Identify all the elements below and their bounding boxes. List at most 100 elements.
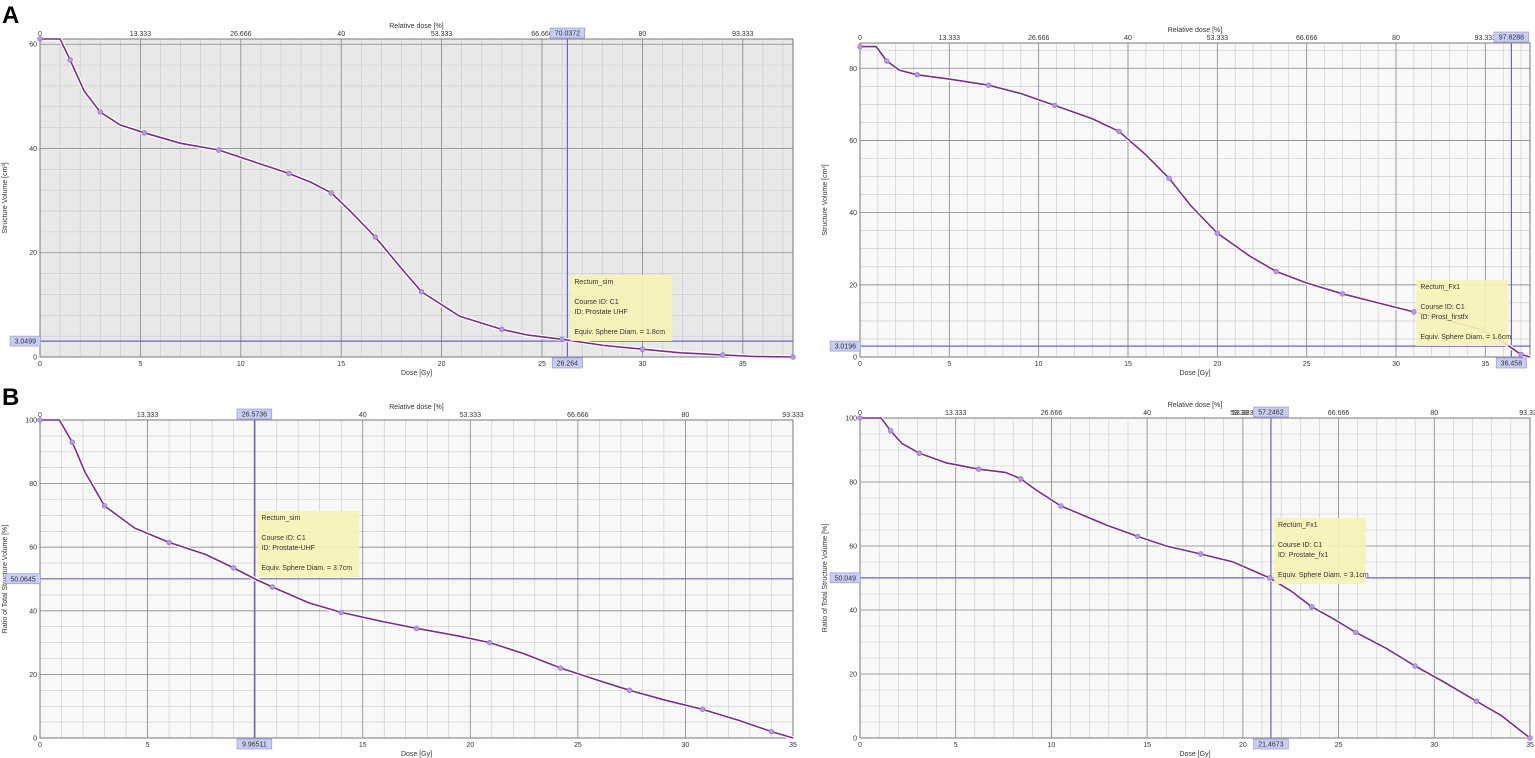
tooltip-line: Equiv. Sphere Diam. = 3.7cm <box>261 565 352 572</box>
x-tick-label: 0 <box>858 742 862 749</box>
cursor-tooltip: Rectum_Fx1 Course ID: C1 ID: Prostate_fx1… <box>1273 518 1369 584</box>
tooltip-line: ID: Prostate-UHF <box>261 545 315 552</box>
top-tick-label: 93.333 <box>1475 35 1497 42</box>
cursor-x-label: 36.458 <box>1501 361 1523 368</box>
dvh-point <box>1273 268 1279 275</box>
y-tick-label: 60 <box>849 138 857 145</box>
dvh-point <box>97 109 103 115</box>
x-tick-label: 5 <box>138 361 142 368</box>
dvh-point <box>559 336 565 342</box>
dvh-point <box>1518 351 1524 358</box>
top-tick-label: 80 <box>1430 410 1438 417</box>
dvh-point <box>286 170 292 177</box>
chart-1: 0 5 10 15 20 25 30 35 0 20 40 60 80 0 13.333 26.666 40 53… <box>822 27 1531 377</box>
cursor-x-label-bg <box>551 357 583 369</box>
y-tick-label: 40 <box>29 146 37 153</box>
dvh-point <box>699 706 706 713</box>
y-tick-label: 100 <box>845 416 857 423</box>
tooltip-line: ID: Prostate_fx1 <box>1278 552 1328 559</box>
cursor-y-label-bg <box>5 573 41 585</box>
y-tick-label: 80 <box>29 481 37 488</box>
dvh-point <box>887 428 894 434</box>
tooltip-line: Equiv. Sphere Diam. = 3.1cm <box>1278 572 1369 579</box>
plot-frame <box>859 42 1531 358</box>
top-tick-label: 80 <box>1392 35 1400 42</box>
x-tick-label: 0 <box>858 361 862 368</box>
dvh-point <box>1339 291 1346 297</box>
cursor-tooltip: Rectum_sim Course ID: C1 ID: Prostate-UHF… <box>257 511 360 577</box>
dvh-point <box>720 352 726 358</box>
dvh-point <box>884 58 890 64</box>
panel-letter-b: B <box>2 384 20 411</box>
top-tick-label: 93.333 <box>782 412 804 419</box>
top-tick-label: 0 <box>38 31 42 38</box>
x-tick-label: 25 <box>574 742 582 749</box>
x-tick-label: 25 <box>1335 742 1343 749</box>
dvh-point <box>857 415 863 421</box>
y-tick-label: 0 <box>853 355 857 362</box>
dvh-point <box>557 665 564 671</box>
y-tick-label: 20 <box>29 250 37 257</box>
cursor-top-label-bg <box>549 27 586 39</box>
dvh-point <box>975 466 982 472</box>
dvh-point <box>1473 698 1480 704</box>
top-axis-title: Relative dose [%] <box>389 404 444 411</box>
top-tick-label: 80 <box>682 412 690 419</box>
cursor-x-label-bg <box>236 738 273 750</box>
cursor-top-label-bg <box>236 408 273 420</box>
dvh-curve <box>40 38 794 358</box>
dvh-point <box>1214 230 1221 236</box>
y-tick-label: 0 <box>33 355 37 362</box>
y-axis-title: Ratio of Total Structure Volume [%] <box>822 524 829 632</box>
cursor-y-label-bg <box>829 340 861 352</box>
dvh-point <box>499 326 505 333</box>
top-tick-label: 0 <box>858 35 862 42</box>
dvh-point <box>1353 629 1359 636</box>
dvh-point <box>338 609 344 616</box>
dvh-point <box>1198 551 1204 557</box>
x-tick-label: 10 <box>237 361 245 368</box>
dvh-point <box>69 439 75 445</box>
x-tick-label: 30 <box>1430 742 1438 749</box>
dvh-point <box>37 417 43 423</box>
y-tick-label: 40 <box>29 608 37 615</box>
dvh-point <box>639 346 646 352</box>
tooltip-line: ID: Prostate UHF <box>574 309 627 316</box>
cursor-top-label: 97.8288 <box>1499 35 1524 42</box>
top-tick-label: 0 <box>38 412 42 419</box>
tooltip-box <box>570 275 673 341</box>
cursor-tooltip: Rectum_Fx1 Course ID: C1 ID: Prost_firstf… <box>1416 280 1511 346</box>
tooltip-line: Rectum_Fx1 <box>1420 284 1460 291</box>
x-tick-label: 0 <box>38 361 42 368</box>
cursor-y-label: 50.049 <box>835 575 857 582</box>
x-axis-title: Dose [Gy] <box>1179 370 1210 377</box>
top-tick-label-extra: 53.33 <box>1230 410 1248 417</box>
x-tick-label: 5 <box>146 742 150 749</box>
dvh-point <box>37 36 43 42</box>
dvh-point <box>1166 175 1172 182</box>
x-tick-label: 10 <box>1048 742 1056 749</box>
dvh-curve <box>40 419 794 739</box>
dvh-point <box>486 639 493 646</box>
top-tick-label: 66.666 <box>1328 410 1350 417</box>
y-tick-label: 40 <box>849 210 857 217</box>
y-tick-label: 20 <box>849 282 857 289</box>
top-tick-label: 0 <box>858 410 862 417</box>
cursor-y-label-bg <box>829 572 861 584</box>
top-tick-label: 53.333 <box>1207 35 1229 42</box>
dvh-point <box>790 354 796 360</box>
y-tick-label: 80 <box>849 480 857 487</box>
x-tick-label: 35 <box>789 742 797 749</box>
top-tick-label: 26.666 <box>1028 35 1050 42</box>
dvh-point <box>1309 604 1315 610</box>
y-tick-label: 80 <box>849 66 857 73</box>
panel-letter-a: A <box>2 2 20 29</box>
cursor-top-label-bg <box>1253 406 1289 418</box>
x-tick-label: 15 <box>1143 742 1151 749</box>
top-tick-label: 40 <box>1124 35 1132 42</box>
cursor-top-label-bg <box>1493 31 1530 43</box>
top-tick-label: 53.333 <box>1232 410 1254 417</box>
